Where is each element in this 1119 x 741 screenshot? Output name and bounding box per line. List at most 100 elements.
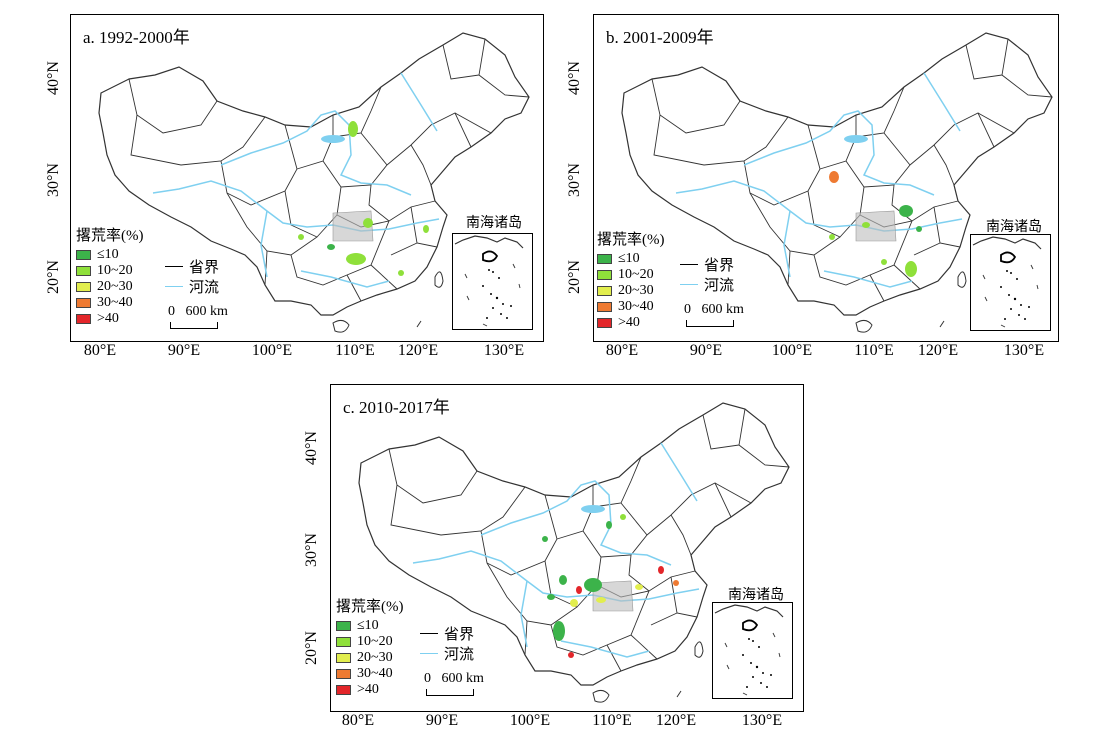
- patch: [905, 261, 917, 277]
- swatch: [336, 653, 351, 663]
- legend-item: 30~40: [597, 299, 665, 315]
- x-tick: 80°E: [83, 342, 117, 359]
- patch: [596, 597, 606, 603]
- legend-item: 20~30: [336, 650, 404, 666]
- patch: [881, 259, 887, 265]
- y-tick: 20°N: [45, 260, 62, 294]
- legend-border: 省界: [165, 256, 219, 276]
- swatch: [336, 621, 351, 631]
- x-tick: 80°E: [605, 342, 639, 359]
- patch: [542, 536, 548, 542]
- x-tick: 90°E: [689, 342, 723, 359]
- x-tick: 110°E: [854, 342, 894, 359]
- swatch: [336, 669, 351, 679]
- x-tick: 100°E: [771, 342, 813, 359]
- x-tick: 120°E: [397, 342, 439, 359]
- panel-title: b. 2001-2009年: [606, 28, 714, 47]
- patch: [398, 270, 404, 276]
- inset-south-china-sea-b: [970, 234, 1051, 331]
- swatch: [76, 298, 91, 308]
- swatch: [76, 266, 91, 276]
- patch: [829, 234, 835, 240]
- china-map-a: [98, 32, 530, 333]
- abandonment-patches-b: [829, 171, 922, 277]
- patch: [423, 225, 429, 233]
- legend-item: 30~40: [76, 295, 144, 311]
- map-frame-a: a. 1992-2000年: [70, 14, 544, 342]
- legend-title: 撂荒率(%): [336, 599, 404, 615]
- x-tick: 100°E: [509, 712, 551, 729]
- legend-symbols: 省界 河流: [680, 254, 734, 294]
- patch: [658, 566, 664, 574]
- x-tick: 110°E: [335, 342, 375, 359]
- legend-symbols: 省界 河流: [165, 256, 219, 296]
- patch: [346, 253, 366, 265]
- swatch: [76, 282, 91, 292]
- x-tick: 130°E: [1003, 342, 1045, 359]
- inset-title: 南海诸岛: [728, 588, 784, 603]
- swatch: [597, 254, 612, 264]
- swatch: [336, 685, 351, 695]
- map-frame-c: c. 2010-2017年: [330, 384, 804, 712]
- legend-river: 河流: [420, 643, 474, 663]
- y-tick: 30°N: [303, 533, 320, 567]
- patch: [363, 218, 373, 228]
- swatch: [597, 302, 612, 312]
- x-tick: 90°E: [425, 712, 459, 729]
- patch: [553, 621, 565, 641]
- patch: [635, 584, 643, 590]
- panel-title: a. 1992-2000年: [83, 28, 190, 47]
- x-tick: 130°E: [483, 342, 525, 359]
- scale-bar-a: 0 600 km: [168, 304, 228, 329]
- x-tick: 80°E: [341, 712, 375, 729]
- legend-rate: 撂荒率(%) ≤10 10~20 20~30 30~40 >40: [76, 224, 144, 327]
- inset-title: 南海诸岛: [466, 216, 522, 231]
- china-map-b: [621, 32, 1053, 333]
- x-tick: 90°E: [167, 342, 201, 359]
- patch: [916, 226, 922, 232]
- swatch: [597, 270, 612, 280]
- y-tick: 30°N: [566, 163, 583, 197]
- legend-item: 20~30: [597, 283, 665, 299]
- china-map-c: [358, 402, 790, 703]
- y-tick: 40°N: [303, 431, 320, 465]
- legend-item: ≤10: [336, 618, 404, 634]
- legend-rate: 撂荒率(%) ≤10 10~20 20~30 30~40 >40: [336, 595, 404, 698]
- inset-south-china-sea-c: [712, 602, 793, 699]
- legend-item: 30~40: [336, 666, 404, 682]
- legend-item: ≤10: [76, 247, 144, 263]
- legend-river: 河流: [680, 274, 734, 294]
- patch: [348, 121, 358, 137]
- legend-title: 撂荒率(%): [597, 232, 665, 248]
- swatch: [336, 637, 351, 647]
- swatch: [597, 318, 612, 328]
- patch: [899, 205, 913, 217]
- patch: [568, 652, 574, 658]
- legend-rate: 撂荒率(%) ≤10 10~20 20~30 30~40 >40: [597, 228, 665, 331]
- scale-bar-b: 0 600 km: [684, 302, 744, 327]
- legend-river: 河流: [165, 276, 219, 296]
- legend-border: 省界: [420, 623, 474, 643]
- abandonment-patches-a: [298, 121, 429, 276]
- legend-item: 20~30: [76, 279, 144, 295]
- legend-symbols: 省界 河流: [420, 623, 474, 663]
- abandonment-patches-c: [542, 514, 679, 658]
- legend-item: 10~20: [336, 634, 404, 650]
- x-tick: 120°E: [655, 712, 697, 729]
- inset-title: 南海诸岛: [986, 220, 1042, 235]
- y-tick: 40°N: [45, 61, 62, 95]
- inset-south-china-sea-a: [452, 233, 533, 330]
- patch: [547, 594, 555, 600]
- patch: [862, 222, 870, 228]
- swatch: [597, 286, 612, 296]
- patch: [673, 580, 679, 586]
- patch: [620, 514, 626, 520]
- patch: [559, 575, 567, 585]
- x-tick: 120°E: [917, 342, 959, 359]
- swatch: [76, 314, 91, 324]
- legend-border: 省界: [680, 254, 734, 274]
- legend-item: >40: [336, 682, 404, 698]
- patch: [584, 578, 602, 592]
- patch: [570, 599, 578, 607]
- x-tick: 100°E: [251, 342, 293, 359]
